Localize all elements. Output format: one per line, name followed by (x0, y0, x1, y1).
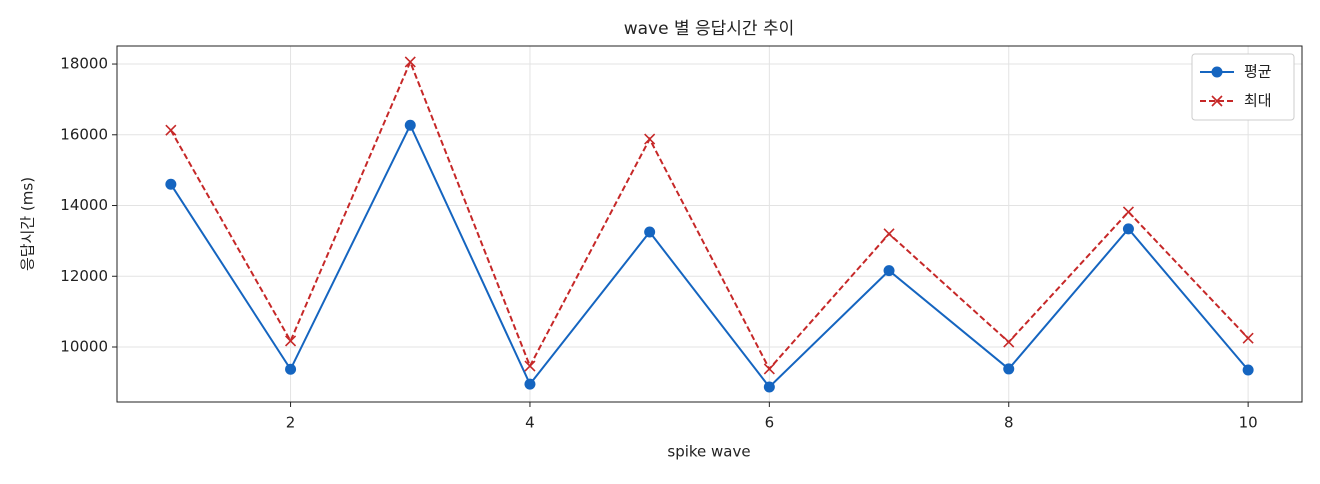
marker (1003, 363, 1015, 375)
x-tick-label: 2 (286, 414, 296, 432)
marker (285, 363, 297, 375)
marker (644, 226, 656, 238)
marker (644, 133, 656, 145)
marker (1003, 336, 1015, 348)
marker (165, 178, 177, 190)
x-tick-label: 10 (1239, 414, 1258, 432)
marker (763, 381, 775, 393)
legend-box (1191, 53, 1295, 121)
series-line (170, 122, 1249, 389)
series-line (169, 59, 1249, 371)
x-tick-label: 4 (525, 414, 535, 432)
y-tick-label: 16000 (60, 125, 108, 143)
x-tick-label: 6 (765, 414, 775, 432)
marker (1242, 332, 1254, 344)
marker (763, 363, 775, 375)
y-tick-label: 12000 (60, 267, 108, 285)
marker (165, 124, 177, 136)
marker (883, 228, 895, 240)
chart-title: wave 별 응답시간 추이 (624, 19, 795, 39)
marker (284, 335, 297, 347)
legend-marker (1211, 95, 1223, 107)
marker (1242, 364, 1254, 376)
marker (404, 56, 416, 68)
marker (883, 265, 895, 277)
marker (524, 360, 536, 372)
x-tick-label: 8 (1004, 414, 1014, 432)
marker (1122, 206, 1135, 218)
marker (1122, 223, 1134, 235)
y-tick-label: 14000 (60, 196, 108, 214)
legend-label: 최대 (1244, 92, 1272, 110)
marker (524, 378, 536, 390)
x-axis-label: spike wave (667, 443, 750, 461)
legend-label: 평균 (1244, 63, 1272, 81)
marker (404, 119, 416, 131)
y-tick-label: 10000 (60, 337, 108, 355)
y-tick-label: 18000 (60, 55, 108, 73)
y-axis-label: 응답시간 (ms) (19, 177, 37, 271)
plot-frame (116, 45, 1303, 403)
legend-marker (1211, 66, 1223, 78)
